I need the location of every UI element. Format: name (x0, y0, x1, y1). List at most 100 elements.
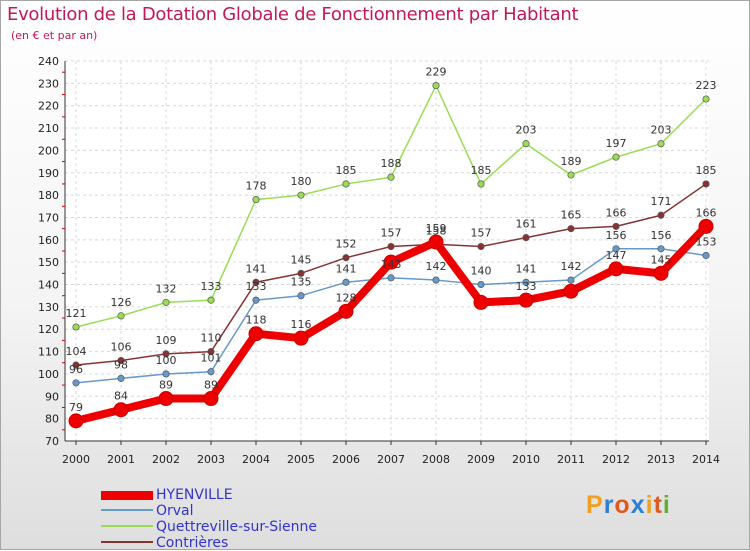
data-label-quettreville-sur-sienne: 189 (561, 155, 582, 168)
data-label-hyenville: 79 (69, 401, 83, 414)
logo-letter: o (614, 491, 631, 519)
x-tick-label: 2004 (242, 453, 270, 466)
data-label-contri-res: 161 (516, 218, 537, 231)
data-point-hyenville (563, 283, 579, 299)
x-tick-label: 2012 (602, 453, 630, 466)
legend-label-contrieres: Contrières (156, 535, 229, 551)
data-point-orval (252, 296, 260, 304)
data-point-contri-res (207, 348, 215, 356)
logo-letter: t (653, 491, 663, 519)
data-label-quettreville-sur-sienne: 203 (651, 124, 672, 137)
data-label-quettreville-sur-sienne: 223 (696, 79, 717, 92)
data-point-quettreville-sur-sienne (162, 298, 170, 306)
y-tick-label: 220 (38, 100, 59, 113)
x-tick-label: 2014 (692, 453, 720, 466)
data-point-quettreville-sur-sienne (72, 323, 80, 331)
data-label-hyenville: 118 (246, 314, 267, 327)
logo-letter: x (630, 491, 646, 519)
data-point-hyenville (203, 391, 219, 407)
data-point-quettreville-sur-sienne (702, 95, 710, 103)
data-label-hyenville: 166 (696, 206, 717, 219)
x-tick-label: 2000 (62, 453, 90, 466)
data-label-quettreville-sur-sienne: 180 (291, 175, 312, 188)
legend-swatch-quettreville (101, 525, 153, 527)
data-point-orval (522, 278, 530, 286)
x-tick-label: 2011 (557, 453, 585, 466)
data-point-hyenville (518, 292, 534, 308)
data-point-hyenville (653, 265, 669, 281)
data-label-hyenville: 145 (651, 253, 672, 266)
data-label-orval: 156 (606, 229, 627, 242)
data-label-quettreville-sur-sienne: 132 (156, 282, 177, 295)
data-label-contri-res: 110 (201, 332, 222, 345)
data-label-orval: 142 (426, 260, 447, 273)
data-label-orval: 141 (516, 262, 537, 275)
data-point-hyenville (158, 391, 174, 407)
proxiti-logo: Proxiti (586, 491, 671, 520)
y-tick-label: 150 (38, 256, 59, 269)
data-point-quettreville-sur-sienne (522, 140, 530, 148)
data-point-quettreville-sur-sienne (207, 296, 215, 304)
data-label-contri-res: 157 (381, 227, 402, 240)
y-tick-label: 120 (38, 323, 59, 336)
legend-label-quettreville: Quettreville-sur-Sienne (156, 519, 317, 535)
y-tick-label: 130 (38, 301, 59, 314)
data-label-hyenville: 89 (159, 379, 173, 392)
y-tick-label: 110 (38, 346, 59, 359)
data-point-contri-res (657, 211, 665, 219)
logo-letter: P (586, 491, 604, 519)
data-label-quettreville-sur-sienne: 126 (111, 296, 132, 309)
data-point-hyenville (68, 413, 84, 429)
y-tick-label: 200 (38, 144, 59, 157)
axis-layer: 7080901001101201301401501601701801902002… (38, 55, 720, 466)
x-tick-label: 2001 (107, 453, 135, 466)
data-label-quettreville-sur-sienne: 229 (426, 66, 447, 79)
y-tick-label: 90 (45, 390, 59, 403)
data-point-orval (297, 292, 305, 300)
data-label-hyenville: 147 (606, 249, 627, 262)
data-label-orval: 156 (651, 229, 672, 242)
data-point-orval (342, 278, 350, 286)
y-tick-label: 210 (38, 122, 59, 135)
data-label-hyenville: 159 (426, 222, 447, 235)
data-point-hyenville (113, 402, 129, 418)
data-point-contri-res (297, 269, 305, 277)
data-point-orval (432, 276, 440, 284)
x-tick-label: 2003 (197, 453, 225, 466)
data-label-hyenville: 133 (516, 280, 537, 293)
y-tick-label: 100 (38, 368, 59, 381)
data-label-quettreville-sur-sienne: 121 (66, 307, 87, 320)
data-point-quettreville-sur-sienne (342, 180, 350, 188)
data-point-hyenville (338, 303, 354, 319)
data-point-orval (477, 280, 485, 289)
data-point-contri-res (72, 361, 80, 369)
data-label-contri-res: 165 (561, 209, 582, 222)
data-label-contri-res: 106 (111, 341, 132, 354)
data-point-contri-res (702, 180, 710, 188)
y-tick-label: 180 (38, 189, 59, 202)
data-label-orval: 142 (561, 260, 582, 273)
data-label-orval: 141 (336, 262, 357, 275)
data-point-hyenville (383, 254, 399, 270)
data-label-orval: 98 (114, 358, 128, 371)
data-point-quettreville-sur-sienne (657, 140, 665, 148)
data-label-orval: 140 (471, 265, 492, 278)
data-point-orval (702, 251, 710, 260)
data-point-quettreville-sur-sienne (567, 171, 575, 179)
data-point-hyenville (248, 326, 264, 342)
y-tick-label: 230 (38, 77, 59, 90)
x-tick-label: 2013 (647, 453, 675, 466)
data-point-contri-res (162, 350, 170, 358)
x-tick-label: 2007 (377, 453, 405, 466)
x-tick-label: 2006 (332, 453, 360, 466)
data-label-contri-res: 158 (426, 224, 447, 237)
data-label-quettreville-sur-sienne: 203 (516, 124, 537, 137)
data-label-orval: 133 (246, 280, 267, 293)
logo-letter: i (662, 491, 671, 519)
data-label-orval: 101 (201, 352, 222, 365)
data-point-hyenville (293, 330, 309, 346)
x-tick-label: 2009 (467, 453, 495, 466)
plot-area (65, 61, 709, 441)
data-point-orval (612, 245, 620, 253)
